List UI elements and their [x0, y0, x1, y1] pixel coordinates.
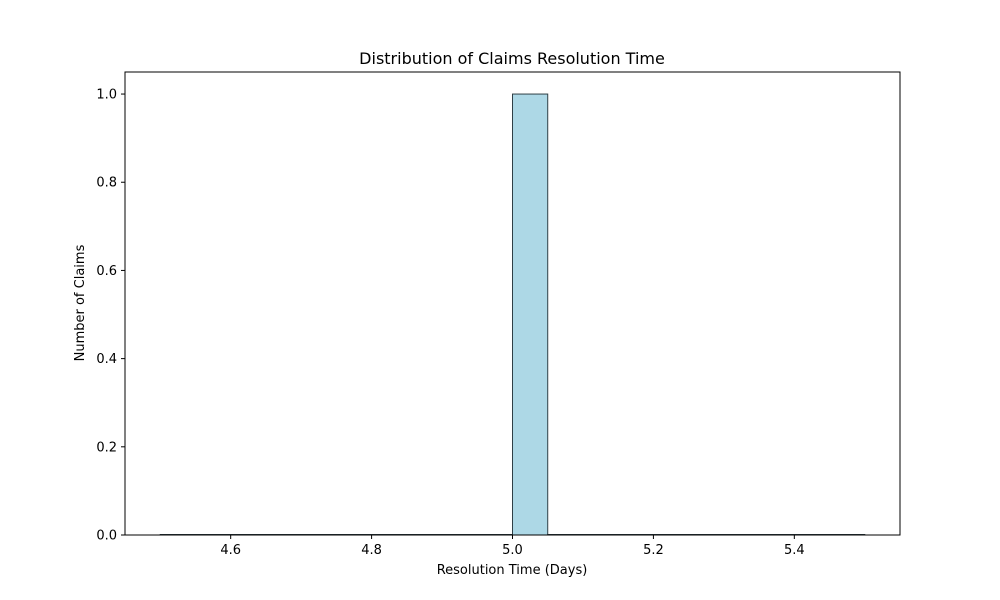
plot-frame — [124, 71, 901, 536]
x-axis-ticks: 4.6 4.8 5.0 5.2 5.4 — [220, 535, 805, 558]
bars-group — [159, 93, 866, 536]
y-tick-label: 0.6 — [96, 264, 117, 279]
y-tick-label: 1.0 — [96, 88, 117, 103]
x-tick-label: 5.2 — [643, 543, 664, 558]
histogram-bar — [512, 93, 549, 536]
y-tick-label: 0.4 — [96, 352, 117, 367]
y-tick-label: 0.2 — [96, 440, 117, 455]
x-tick-label: 5.4 — [784, 543, 805, 558]
y-tick-label: 0.0 — [96, 529, 117, 544]
x-tick-label: 5.0 — [502, 543, 523, 558]
chart-title: Distribution of Claims Resolution Time — [359, 49, 665, 68]
y-tick-label: 0.8 — [96, 176, 117, 191]
x-tick-label: 4.6 — [220, 543, 241, 558]
y-axis-label: Number of Claims — [73, 244, 88, 361]
x-tick-label: 4.8 — [361, 543, 382, 558]
y-axis-ticks: 0.0 0.2 0.4 0.6 0.8 1.0 — [96, 88, 125, 544]
x-axis-label: Resolution Time (Days) — [437, 563, 588, 578]
